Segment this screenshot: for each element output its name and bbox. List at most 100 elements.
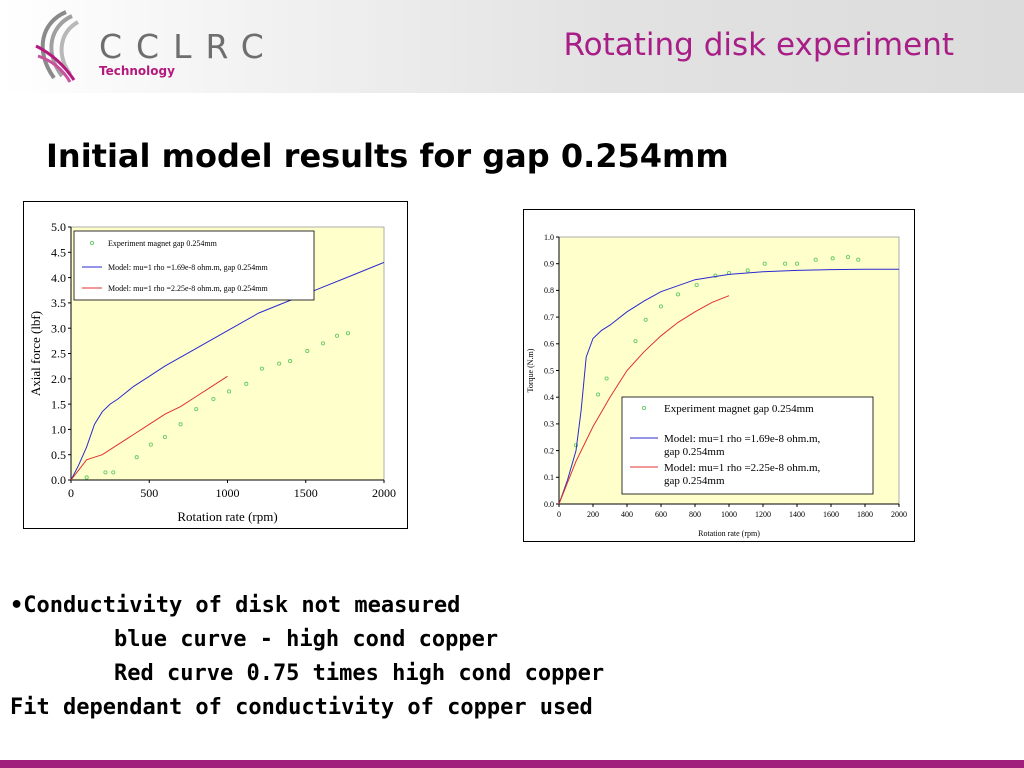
note-conductivity: •Conductivity of disk not measured [10, 593, 461, 618]
footer-bar [0, 760, 1024, 768]
force-legend-swatch [89, 240, 95, 246]
torque-y-tick-label: 0.4 [544, 393, 554, 402]
torque-chart-frame: 0.0 0.1 0.2 0.3 0.4 0.5 0.6 0.7 0.8 0.9 1.0 0 200 400… [523, 209, 915, 542]
force-legend [73, 230, 315, 301]
force-y-tick-label: 0.5 [51, 448, 66, 462]
force-y-axis-label: Axial force (lbf) [28, 311, 43, 396]
force-y-tick-label: 1.0 [51, 423, 66, 437]
force-y-tick-label: 1.5 [51, 397, 66, 411]
force-x-tick-label: 0 [68, 486, 74, 500]
torque-y-tick-label: 1.0 [544, 233, 554, 242]
torque-legend-label: Experiment magnet gap 0.254mm [664, 403, 814, 415]
note-blue-curve: blue curve - high cond copper [114, 627, 499, 652]
torque-data-point [794, 261, 800, 266]
torque-x-tick-label: 1200 [755, 510, 771, 519]
force-data-point [148, 442, 153, 447]
torque-x-tick-label: 2000 [891, 510, 907, 519]
force-y-tick-label: 0.0 [51, 473, 66, 487]
torque-y-tick-label: 0.3 [544, 420, 554, 429]
torque-series-line-2 [558, 295, 730, 505]
torque-data-point [658, 304, 664, 309]
axial-force-chart-frame: 0.0 0.5 1.0 1.5 2.0 2.5 3.0 3.5 4.0 4.5 5.0 0 500 100… [23, 201, 408, 529]
force-y-tick-label: 2.5 [51, 347, 66, 361]
torque-data-point [675, 292, 681, 297]
note-red-curve: Red curve 0.75 times high cond copper [114, 661, 605, 686]
force-data-point [320, 341, 326, 346]
torque-x-tick-label: 1000 [721, 510, 737, 519]
notes-list: •Conductivity of disk not measured blue … [10, 589, 604, 725]
torque-data-point [762, 261, 767, 266]
torque-x-tick-label: 1600 [823, 510, 839, 519]
force-data-point [178, 422, 183, 427]
slide-title: Rotating disk experiment [563, 27, 954, 63]
force-data-point [134, 455, 139, 460]
force-data-point [334, 333, 340, 338]
force-x-axis-label: Rotation rate (rpm) [177, 509, 277, 524]
torque-series-line-1 [558, 268, 899, 505]
torque-data-point [856, 257, 861, 262]
torque-x-tick-label: 200 [587, 510, 599, 519]
torque-y-tick-label: 0.0 [544, 500, 554, 509]
force-data-point [227, 389, 232, 394]
torque-legend-label: gap 0.254mm [664, 446, 725, 458]
cclrc-logo-icon [35, 10, 80, 83]
torque-legend-swatch [641, 405, 647, 411]
torque-y-tick-label: 0.6 [544, 340, 554, 349]
torque-x-tick-label: 400 [621, 510, 633, 519]
torque-y-tick-label: 0.5 [544, 366, 554, 375]
force-data-point [305, 348, 310, 354]
logo-name: CCLRC [99, 27, 278, 66]
torque-legend-label: Model: mu=1 rho =2.25e-8 ohm.m, [664, 462, 821, 474]
note-fit: Fit dependant of conductivity of copper … [10, 695, 593, 720]
torque-data-point [783, 261, 788, 266]
torque-legend [621, 396, 874, 495]
torque-data-point [813, 257, 818, 262]
logo-subtitle: Technology [99, 64, 175, 78]
force-x-tick-label: 1500 [294, 486, 318, 500]
torque-data-point [694, 283, 699, 288]
force-y-tick-label: 4.0 [51, 271, 66, 285]
torque-data-point [830, 256, 835, 261]
force-x-tick-label: 500 [140, 486, 158, 500]
torque-y-tick-label: 0.2 [544, 446, 554, 455]
force-series-line-2 [70, 375, 228, 481]
torque-x-tick-label: 0 [557, 510, 561, 519]
force-data-point [277, 361, 282, 366]
force-x-tick-label: 2000 [372, 486, 396, 500]
torque-data-point [713, 273, 718, 278]
torque-data-point [745, 268, 750, 273]
torque-data-point [633, 339, 638, 344]
torque-chart: 0.0 0.1 0.2 0.3 0.4 0.5 0.6 0.7 0.8 0.9 1.0 0 200 400… [526, 233, 907, 538]
force-legend-label: Experiment magnet gap 0.254mm [108, 239, 218, 248]
slide-subtitle: Initial model results for gap 0.254mm [46, 137, 729, 175]
force-y-tick-label: 4.5 [51, 246, 66, 260]
torque-legend-label: Model: mu=1 rho =1.69e-8 ohm.m, [664, 433, 821, 445]
force-data-point [162, 434, 167, 440]
torque-y-tick-label: 0.8 [544, 286, 554, 295]
force-x-tick-label: 1000 [216, 486, 240, 500]
torque-y-tick-label: 0.7 [544, 313, 554, 322]
torque-data-point [596, 392, 601, 397]
force-data-point [288, 359, 293, 364]
torque-data-point [604, 376, 609, 381]
torque-x-tick-label: 1400 [789, 510, 805, 519]
torque-x-tick-label: 600 [655, 510, 667, 519]
force-data-point [194, 407, 199, 412]
torque-data-point [845, 254, 851, 260]
force-data-point [103, 470, 108, 475]
force-data-point [244, 381, 249, 386]
torque-y-tick-label: 0.9 [544, 260, 554, 269]
torque-x-tick-label: 1800 [857, 510, 873, 519]
force-data-point [111, 470, 116, 475]
force-data-point [259, 366, 264, 371]
force-legend-label: Model: mu=1 rho =2.25e-8 ohm.m, gap 0.25… [108, 284, 268, 293]
torque-data-point [643, 317, 648, 322]
axial-force-chart: 0.0 0.5 1.0 1.5 2.0 2.5 3.0 3.5 4.0 4.5 5.0 0 500 100… [28, 220, 396, 524]
force-y-tick-label: 5.0 [51, 220, 66, 234]
slide-header: CCLRC Technology Rotating disk experimen… [0, 0, 1024, 93]
force-data-point [211, 396, 216, 402]
force-data-point [345, 331, 351, 336]
torque-x-tick-label: 800 [689, 510, 701, 519]
force-data-point [84, 475, 89, 480]
torque-x-axis-label: Rotation rate (rpm) [698, 529, 760, 538]
